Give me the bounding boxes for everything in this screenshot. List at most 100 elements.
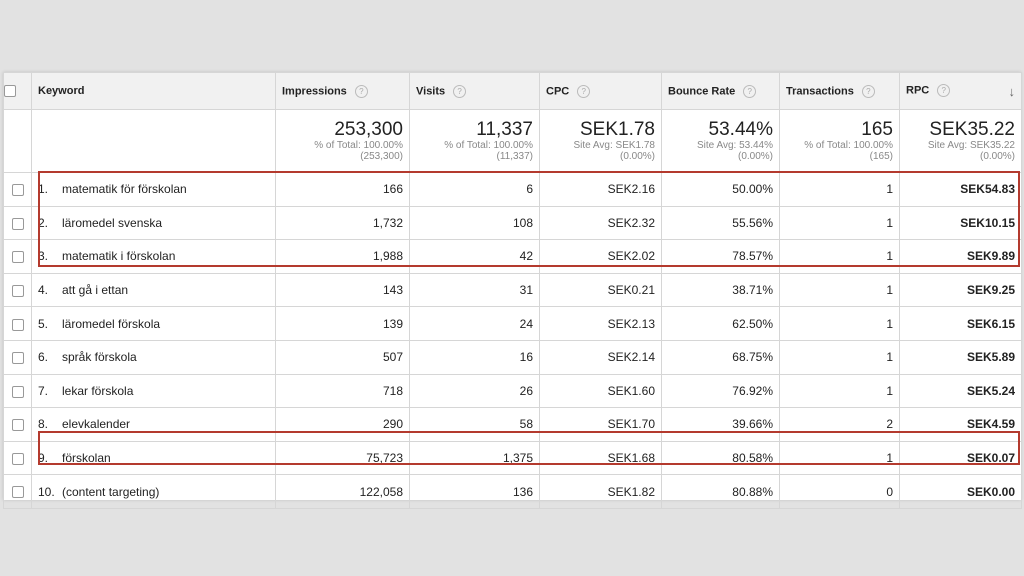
row-checkbox[interactable] [11,217,24,230]
row-select-cell[interactable] [3,339,32,375]
col-impressions[interactable]: Impressions? [275,72,410,110]
cell-cpc: SEK2.02 [539,239,662,274]
keyword-link[interactable]: språk förskola [62,350,137,365]
cell-cpc: SEK1.68 [539,440,662,476]
keyword-link[interactable]: att gå i ettan [62,283,129,298]
cell-rpc: SEK54.83 [899,172,1022,207]
total-rpc: SEK35.22 Site Avg: SEK35.22 (0.00%) [899,109,1022,173]
cell-keyword[interactable]: 6. språk förskola [31,339,276,375]
row-index: 3. [38,249,49,264]
row-index: 9. [38,451,49,466]
total-share: % of Total: 100.00% [314,140,403,151]
cell-cpc: SEK2.14 [539,339,662,375]
col-keyword[interactable]: Keyword [31,72,276,110]
row-select-cell[interactable] [3,306,32,341]
row-checkbox[interactable] [11,486,24,499]
keyword-link[interactable]: förskolan [62,451,111,466]
cell-bounce-rate: 38.71% [661,272,780,308]
cell-visits: 6 [409,172,540,207]
cell-keyword[interactable]: 9. förskolan [31,440,276,476]
total-absolute: (165) [869,151,893,162]
row-select-cell[interactable] [3,373,32,409]
total-value: 11,337 [476,119,533,140]
help-icon[interactable]: ? [743,84,757,98]
row-checkbox[interactable] [11,251,24,264]
col-visits[interactable]: Visits? [409,72,540,110]
header-row: Keyword Impressions? Visits? CPC? Bounce… [3,72,1022,110]
select-all-cell[interactable] [3,72,32,110]
total-value: 165 [861,119,893,140]
row-checkbox[interactable] [11,385,24,398]
keyword-link[interactable]: (content targeting) [62,484,160,499]
keyword-link[interactable]: elevkalender [62,417,131,432]
cell-rpc: SEK6.15 [899,306,1022,341]
row-checkbox[interactable] [11,452,24,465]
cell-keyword[interactable]: 7. lekar förskola [31,373,276,409]
row-select-cell[interactable] [3,205,32,241]
cell-rpc: SEK9.25 [899,272,1022,308]
row-checkbox[interactable] [11,352,24,365]
total-visits: 11,337 % of Total: 100.00% (11,337) [409,109,540,173]
row-select-cell[interactable] [3,440,32,476]
row-checkbox[interactable] [11,284,24,297]
cell-transactions: 0 [779,474,900,509]
cell-transactions: 2 [779,407,900,442]
help-icon[interactable]: ? [937,83,951,97]
cell-visits: 1,375 [409,440,540,476]
cell-keyword[interactable]: 3. matematik i förskolan [31,239,276,274]
keyword-link[interactable]: lekar förskola [62,383,134,398]
totals-row: 253,300 % of Total: 100.00% (253,300) 11… [3,109,1022,173]
cell-cpc: SEK2.16 [539,172,662,207]
cell-visits: 58 [409,407,540,442]
cell-keyword[interactable]: 8. elevkalender [31,407,276,442]
cell-keyword[interactable]: 4. att gå i ettan [31,272,276,308]
cell-transactions: 1 [779,172,900,207]
col-bounce-rate[interactable]: Bounce Rate? [661,72,780,110]
cell-keyword[interactable]: 5. läromedel förskola [31,306,276,341]
cell-cpc: SEK1.70 [539,407,662,442]
cell-rpc: SEK5.24 [899,373,1022,409]
col-bounce-rate-label: Bounce Rate [668,84,736,97]
col-transactions[interactable]: Transactions? [779,72,900,110]
keyword-link[interactable]: läromedel svenska [62,215,163,230]
cell-impressions: 718 [275,373,410,409]
report-table-card: Keyword Impressions? Visits? CPC? Bounce… [3,72,1022,509]
row-select-cell[interactable] [3,474,32,509]
help-icon[interactable]: ? [577,84,591,98]
cell-impressions: 75,723 [275,440,410,476]
cell-keyword[interactable]: 2. läromedel svenska [31,205,276,241]
row-select-cell[interactable] [3,239,32,274]
row-select-cell[interactable] [3,407,32,442]
cell-visits: 42 [409,239,540,274]
col-rpc-label: RPC [906,83,930,96]
cell-transactions: 1 [779,306,900,341]
row-checkbox[interactable] [11,184,24,197]
keyword-link[interactable]: läromedel förskola [62,316,161,331]
select-all-checkbox[interactable] [4,85,16,98]
cell-keyword[interactable]: 1. matematik för förskolan [31,172,276,207]
table-row: 5. läromedel förskola 139 24 SEK2.13 62.50% 1 S… [3,306,1022,341]
row-index: 7. [38,383,49,398]
cell-impressions: 1,988 [275,239,410,274]
keyword-link[interactable]: matematik för förskolan [62,182,187,197]
table-row: 1. matematik för förskolan 166 6 SEK2.16 50.0… [3,172,1022,207]
col-rpc[interactable]: RPC? ↓ [899,72,1022,110]
cell-cpc: SEK2.13 [539,306,662,341]
cell-rpc: SEK9.89 [899,239,1022,274]
help-icon[interactable]: ? [453,84,467,98]
keyword-link[interactable]: matematik i förskolan [62,249,176,264]
row-select-cell[interactable] [3,272,32,308]
row-index: 6. [38,350,49,365]
cell-rpc: SEK0.07 [899,440,1022,476]
cell-keyword[interactable]: 10. (content targeting) [31,474,276,509]
col-visits-label: Visits [416,84,446,97]
row-checkbox[interactable] [11,318,24,331]
cell-impressions: 166 [275,172,410,207]
help-icon[interactable]: ? [861,84,875,98]
col-cpc[interactable]: CPC? [539,72,662,110]
help-icon[interactable]: ? [354,84,368,98]
row-select-cell[interactable] [3,172,32,207]
row-checkbox[interactable] [11,419,24,432]
sort-descending-icon[interactable]: ↓ [1008,83,1016,99]
total-share: Site Avg: SEK35.22 [927,140,1015,151]
